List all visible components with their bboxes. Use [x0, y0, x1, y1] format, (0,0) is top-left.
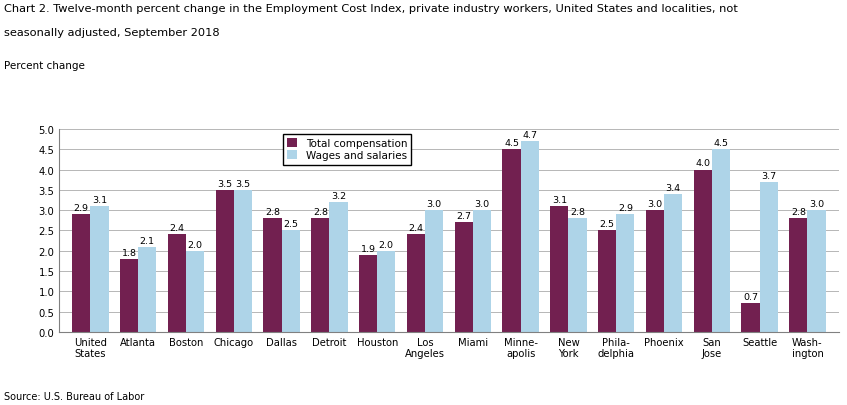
Text: 3.0: 3.0 [809, 200, 824, 209]
Bar [377, 251, 396, 332]
Bar [568, 219, 587, 332]
Text: 2.5: 2.5 [600, 220, 615, 229]
Text: 4.0: 4.0 [695, 159, 711, 168]
Bar [760, 182, 778, 332]
Text: seasonally adjusted, September 2018: seasonally adjusted, September 2018 [4, 28, 220, 38]
Bar [329, 202, 347, 332]
Text: 2.5: 2.5 [283, 220, 298, 229]
Bar [407, 235, 425, 332]
Bar [502, 150, 521, 332]
Text: 3.5: 3.5 [235, 179, 251, 188]
Bar [186, 251, 204, 332]
Bar [551, 207, 568, 332]
Bar [473, 211, 491, 332]
Text: 3.7: 3.7 [761, 171, 777, 180]
Text: 3.4: 3.4 [666, 183, 681, 192]
Text: 4.5: 4.5 [713, 139, 728, 148]
Bar [281, 231, 300, 332]
Bar [646, 211, 664, 332]
Bar [807, 211, 826, 332]
Bar [741, 304, 760, 332]
Bar [664, 194, 682, 332]
Bar [120, 259, 138, 332]
Text: 2.8: 2.8 [570, 208, 585, 217]
Text: 2.4: 2.4 [408, 224, 424, 233]
Text: 3.2: 3.2 [331, 192, 346, 200]
Text: 3.0: 3.0 [427, 200, 441, 209]
Text: 3.1: 3.1 [551, 196, 567, 205]
Bar [521, 142, 539, 332]
Text: 3.0: 3.0 [474, 200, 490, 209]
Text: 1.9: 1.9 [361, 244, 375, 253]
Text: 2.8: 2.8 [791, 208, 805, 217]
Bar [617, 215, 634, 332]
Text: 4.7: 4.7 [523, 131, 537, 140]
Bar [455, 223, 473, 332]
Text: 2.0: 2.0 [187, 240, 202, 249]
Bar [359, 255, 377, 332]
Text: Percent change: Percent change [4, 61, 85, 71]
Bar [72, 215, 91, 332]
Bar [168, 235, 186, 332]
Bar [138, 247, 157, 332]
Bar [711, 150, 730, 332]
Text: 0.7: 0.7 [743, 293, 758, 302]
Text: 1.8: 1.8 [122, 248, 136, 257]
Bar [694, 170, 711, 332]
Text: 2.7: 2.7 [457, 212, 471, 221]
Text: 2.9: 2.9 [74, 204, 89, 213]
Text: 2.8: 2.8 [313, 208, 328, 217]
Bar [789, 219, 807, 332]
Text: 2.9: 2.9 [617, 204, 633, 213]
Text: 4.5: 4.5 [504, 139, 519, 148]
Legend: Total compensation, Wages and salaries: Total compensation, Wages and salaries [283, 135, 412, 165]
Text: Source: U.S. Bureau of Labor: Source: U.S. Bureau of Labor [4, 391, 145, 401]
Text: 2.1: 2.1 [140, 236, 155, 245]
Bar [216, 190, 234, 332]
Text: Chart 2. Twelve-month percent change in the Employment Cost Index, private indus: Chart 2. Twelve-month percent change in … [4, 4, 738, 14]
Text: 3.5: 3.5 [217, 179, 232, 188]
Bar [263, 219, 281, 332]
Text: 2.4: 2.4 [169, 224, 185, 233]
Text: 3.1: 3.1 [91, 196, 107, 205]
Bar [91, 207, 108, 332]
Text: 3.0: 3.0 [647, 200, 662, 209]
Bar [234, 190, 252, 332]
Bar [311, 219, 329, 332]
Bar [425, 211, 443, 332]
Text: 2.0: 2.0 [379, 240, 394, 249]
Bar [598, 231, 617, 332]
Text: 2.8: 2.8 [265, 208, 280, 217]
